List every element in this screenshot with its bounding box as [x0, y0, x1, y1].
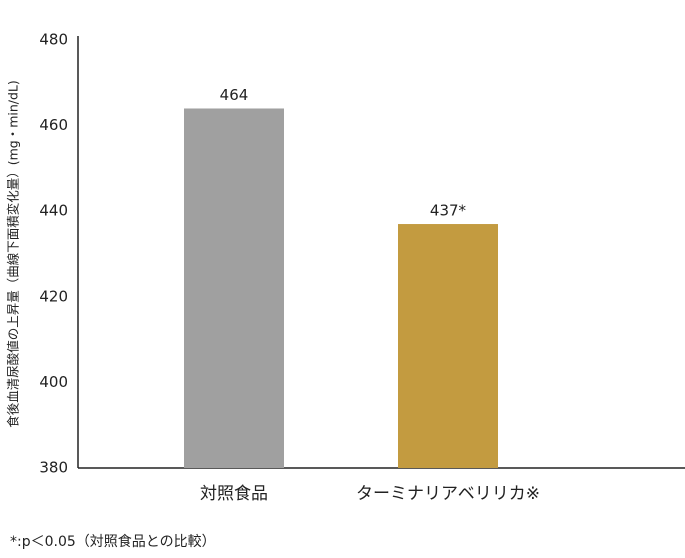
x-tick-label: ターミナリアベリリカ※ [356, 484, 540, 504]
value-label: 464 [220, 86, 249, 104]
y-tick-label: 380 [39, 459, 68, 477]
y-axis-label: 食後血清尿酸値の上昇量（曲線下面積変化量）(mg・min/dL) [6, 80, 21, 428]
y-tick-label: 460 [39, 116, 68, 134]
y-tick-label: 400 [39, 373, 68, 391]
y-tick-label: 440 [39, 202, 68, 220]
bar [184, 108, 284, 468]
y-tick-label: 420 [39, 287, 68, 305]
y-tick-label: 480 [39, 31, 68, 49]
value-label: 437* [430, 202, 467, 220]
x-tick-label: 対照食品 [200, 484, 268, 504]
footnote: *:p＜0.05（対照食品との比較） [10, 533, 216, 550]
bar [398, 224, 498, 468]
